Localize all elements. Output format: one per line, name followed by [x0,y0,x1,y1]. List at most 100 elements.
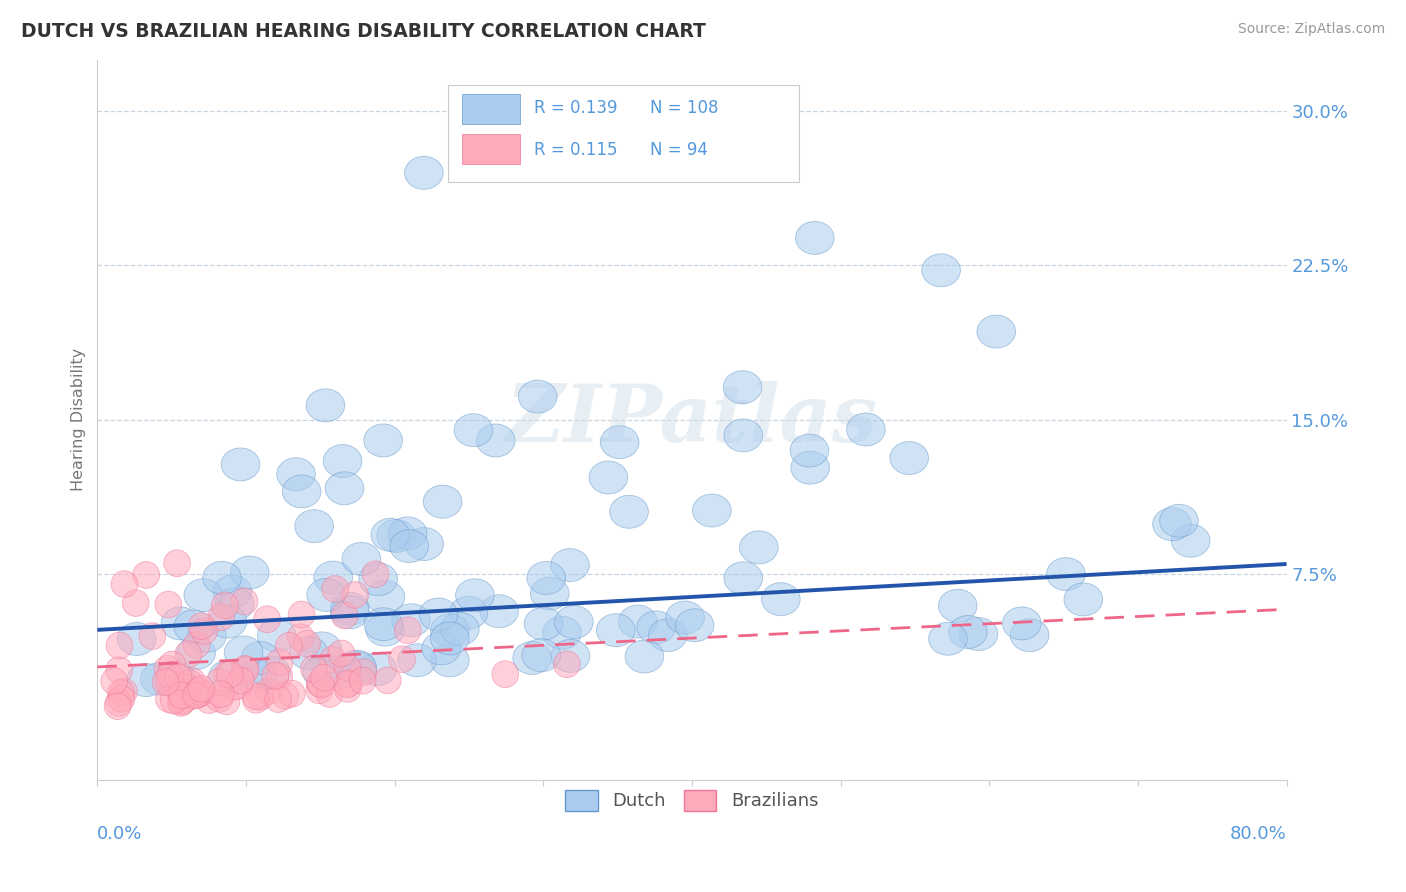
Ellipse shape [551,549,589,582]
Ellipse shape [242,682,269,709]
FancyBboxPatch shape [463,95,520,125]
Ellipse shape [104,693,131,720]
Ellipse shape [108,680,135,706]
Ellipse shape [335,675,361,702]
Ellipse shape [359,653,396,686]
Ellipse shape [513,641,551,674]
Ellipse shape [184,681,211,707]
Ellipse shape [247,683,274,710]
Ellipse shape [111,678,138,705]
Text: R = 0.139: R = 0.139 [534,99,617,117]
Ellipse shape [208,604,235,631]
Ellipse shape [524,607,562,640]
Ellipse shape [302,656,342,689]
Ellipse shape [395,617,422,644]
Ellipse shape [215,588,254,621]
Ellipse shape [626,640,664,673]
Ellipse shape [423,485,463,518]
Ellipse shape [132,562,159,589]
Ellipse shape [693,494,731,527]
Ellipse shape [1171,524,1211,558]
Ellipse shape [187,619,226,652]
Text: Source: ZipAtlas.com: Source: ZipAtlas.com [1237,22,1385,37]
Ellipse shape [319,646,346,673]
Ellipse shape [1011,619,1049,652]
Ellipse shape [183,681,209,708]
Ellipse shape [188,675,215,702]
Ellipse shape [174,610,212,643]
Ellipse shape [928,623,967,656]
Ellipse shape [323,655,363,688]
Ellipse shape [307,579,346,611]
Ellipse shape [330,596,370,629]
Ellipse shape [308,671,335,698]
Ellipse shape [231,556,269,589]
Text: N = 94: N = 94 [651,141,709,159]
Ellipse shape [162,607,200,640]
Ellipse shape [214,575,252,608]
Ellipse shape [111,571,138,598]
Ellipse shape [675,608,714,641]
Ellipse shape [335,654,361,681]
Ellipse shape [325,472,364,505]
Ellipse shape [232,656,259,682]
Ellipse shape [288,601,315,628]
Ellipse shape [430,622,470,655]
Ellipse shape [322,575,349,602]
Ellipse shape [290,637,328,669]
Text: DUTCH VS BRAZILIAN HEARING DISABILITY CORRELATION CHART: DUTCH VS BRAZILIAN HEARING DISABILITY CO… [21,22,706,41]
Ellipse shape [105,690,132,716]
Ellipse shape [311,665,337,691]
Ellipse shape [208,660,247,693]
Ellipse shape [922,254,960,286]
Ellipse shape [366,581,405,614]
Ellipse shape [554,651,581,678]
Ellipse shape [238,658,277,691]
Ellipse shape [202,561,242,594]
Ellipse shape [359,563,398,596]
Ellipse shape [554,606,593,639]
Ellipse shape [522,639,561,672]
Ellipse shape [217,661,243,688]
Ellipse shape [619,605,657,638]
Ellipse shape [363,561,389,588]
Ellipse shape [543,616,581,649]
Ellipse shape [374,667,401,694]
Ellipse shape [959,617,998,650]
Ellipse shape [1064,583,1102,615]
Ellipse shape [174,673,201,700]
Ellipse shape [160,687,187,714]
Ellipse shape [530,577,569,610]
Ellipse shape [392,604,430,637]
Ellipse shape [276,632,302,659]
Ellipse shape [456,579,495,612]
Ellipse shape [492,661,519,688]
Ellipse shape [243,686,270,713]
Ellipse shape [1046,558,1085,591]
FancyBboxPatch shape [463,134,520,164]
Ellipse shape [328,640,354,667]
Ellipse shape [1160,504,1198,537]
Ellipse shape [105,632,132,659]
Ellipse shape [169,682,195,709]
Ellipse shape [349,667,375,694]
Ellipse shape [342,582,368,608]
Ellipse shape [214,688,240,714]
Ellipse shape [307,389,344,422]
Ellipse shape [350,659,377,686]
Ellipse shape [205,669,232,696]
Ellipse shape [949,615,987,648]
Ellipse shape [364,607,402,640]
Ellipse shape [231,588,257,615]
Ellipse shape [101,668,128,695]
Ellipse shape [225,636,263,669]
Ellipse shape [740,531,778,564]
Ellipse shape [388,646,415,673]
Ellipse shape [371,518,409,551]
Text: N = 108: N = 108 [651,99,718,117]
Ellipse shape [264,686,291,713]
Ellipse shape [1153,508,1191,541]
Ellipse shape [283,475,321,508]
Ellipse shape [195,687,222,714]
Ellipse shape [187,680,214,706]
